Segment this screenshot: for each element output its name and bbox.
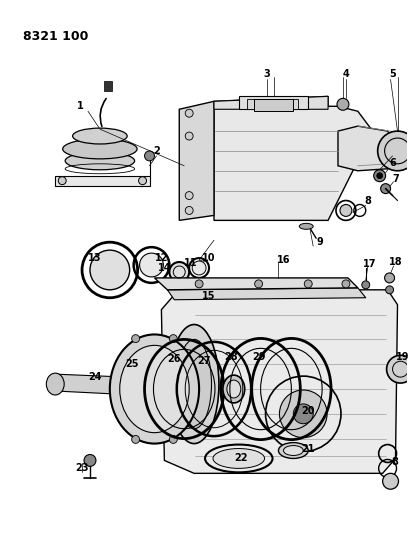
Bar bbox=[253, 99, 292, 111]
Text: 27: 27 bbox=[197, 356, 210, 366]
Ellipse shape bbox=[169, 325, 218, 443]
Text: 15: 15 bbox=[202, 291, 215, 301]
Bar bbox=[103, 82, 112, 91]
Ellipse shape bbox=[110, 334, 199, 443]
Ellipse shape bbox=[226, 380, 240, 398]
Ellipse shape bbox=[46, 373, 64, 395]
Circle shape bbox=[169, 435, 177, 443]
Text: 24: 24 bbox=[88, 372, 101, 382]
Circle shape bbox=[382, 473, 398, 489]
Circle shape bbox=[58, 177, 66, 184]
Ellipse shape bbox=[283, 446, 303, 456]
Circle shape bbox=[336, 99, 348, 110]
Circle shape bbox=[292, 404, 312, 424]
Text: 26: 26 bbox=[167, 354, 181, 364]
Text: 21: 21 bbox=[301, 443, 314, 454]
Circle shape bbox=[195, 280, 202, 288]
Circle shape bbox=[185, 191, 193, 199]
Circle shape bbox=[185, 132, 193, 140]
Circle shape bbox=[279, 390, 326, 438]
Circle shape bbox=[169, 335, 177, 343]
Ellipse shape bbox=[63, 139, 137, 159]
Polygon shape bbox=[213, 96, 372, 220]
Polygon shape bbox=[246, 99, 298, 109]
Ellipse shape bbox=[65, 152, 134, 170]
Ellipse shape bbox=[119, 345, 189, 433]
Circle shape bbox=[380, 184, 390, 193]
Text: 23: 23 bbox=[75, 463, 89, 473]
Polygon shape bbox=[55, 374, 174, 397]
Text: 11: 11 bbox=[184, 258, 198, 268]
Polygon shape bbox=[238, 96, 308, 109]
Text: 10: 10 bbox=[202, 253, 215, 263]
Circle shape bbox=[254, 280, 262, 288]
Circle shape bbox=[339, 205, 351, 216]
Ellipse shape bbox=[72, 128, 127, 144]
Text: 6: 6 bbox=[388, 158, 395, 168]
Text: 1: 1 bbox=[76, 101, 83, 111]
Text: 2: 2 bbox=[153, 146, 160, 156]
Circle shape bbox=[185, 206, 193, 214]
Text: 29: 29 bbox=[251, 352, 265, 362]
Text: 3: 3 bbox=[263, 69, 269, 78]
Circle shape bbox=[341, 280, 349, 288]
Ellipse shape bbox=[222, 375, 244, 403]
Text: 8: 8 bbox=[364, 196, 370, 206]
Circle shape bbox=[90, 250, 129, 290]
Text: 19: 19 bbox=[395, 352, 408, 362]
Circle shape bbox=[144, 151, 154, 161]
Text: 16: 16 bbox=[276, 255, 290, 265]
Polygon shape bbox=[213, 96, 327, 109]
Text: 8: 8 bbox=[390, 457, 397, 467]
Polygon shape bbox=[337, 126, 402, 171]
Text: 9: 9 bbox=[316, 237, 323, 247]
Polygon shape bbox=[161, 290, 397, 473]
Circle shape bbox=[385, 286, 393, 294]
Text: 8321 100: 8321 100 bbox=[22, 30, 88, 43]
Ellipse shape bbox=[212, 449, 264, 469]
Circle shape bbox=[138, 177, 146, 184]
Text: 12: 12 bbox=[154, 253, 168, 263]
Circle shape bbox=[84, 455, 96, 466]
Circle shape bbox=[131, 335, 139, 343]
Polygon shape bbox=[179, 101, 213, 220]
Ellipse shape bbox=[278, 442, 308, 458]
Text: 7: 7 bbox=[391, 174, 398, 184]
Text: 25: 25 bbox=[125, 359, 138, 369]
Text: 14: 14 bbox=[157, 263, 171, 273]
Circle shape bbox=[169, 262, 189, 282]
Text: 5: 5 bbox=[388, 69, 395, 78]
Polygon shape bbox=[167, 288, 365, 300]
Ellipse shape bbox=[176, 340, 211, 429]
Circle shape bbox=[131, 435, 139, 443]
Text: 28: 28 bbox=[223, 352, 237, 362]
Ellipse shape bbox=[299, 223, 312, 229]
Text: 4: 4 bbox=[342, 69, 348, 78]
Circle shape bbox=[373, 170, 385, 182]
Circle shape bbox=[361, 281, 369, 289]
Circle shape bbox=[376, 173, 382, 179]
Circle shape bbox=[185, 109, 193, 117]
Text: 20: 20 bbox=[301, 406, 314, 416]
Circle shape bbox=[384, 273, 393, 283]
Circle shape bbox=[377, 131, 409, 171]
Text: 17: 17 bbox=[362, 259, 375, 269]
Text: 18: 18 bbox=[388, 257, 401, 267]
Circle shape bbox=[303, 280, 311, 288]
Circle shape bbox=[386, 356, 409, 383]
Circle shape bbox=[192, 261, 206, 275]
Text: 22: 22 bbox=[234, 454, 247, 464]
Text: 13: 13 bbox=[88, 253, 101, 263]
Polygon shape bbox=[55, 176, 149, 185]
Circle shape bbox=[139, 253, 163, 277]
Polygon shape bbox=[154, 278, 357, 290]
